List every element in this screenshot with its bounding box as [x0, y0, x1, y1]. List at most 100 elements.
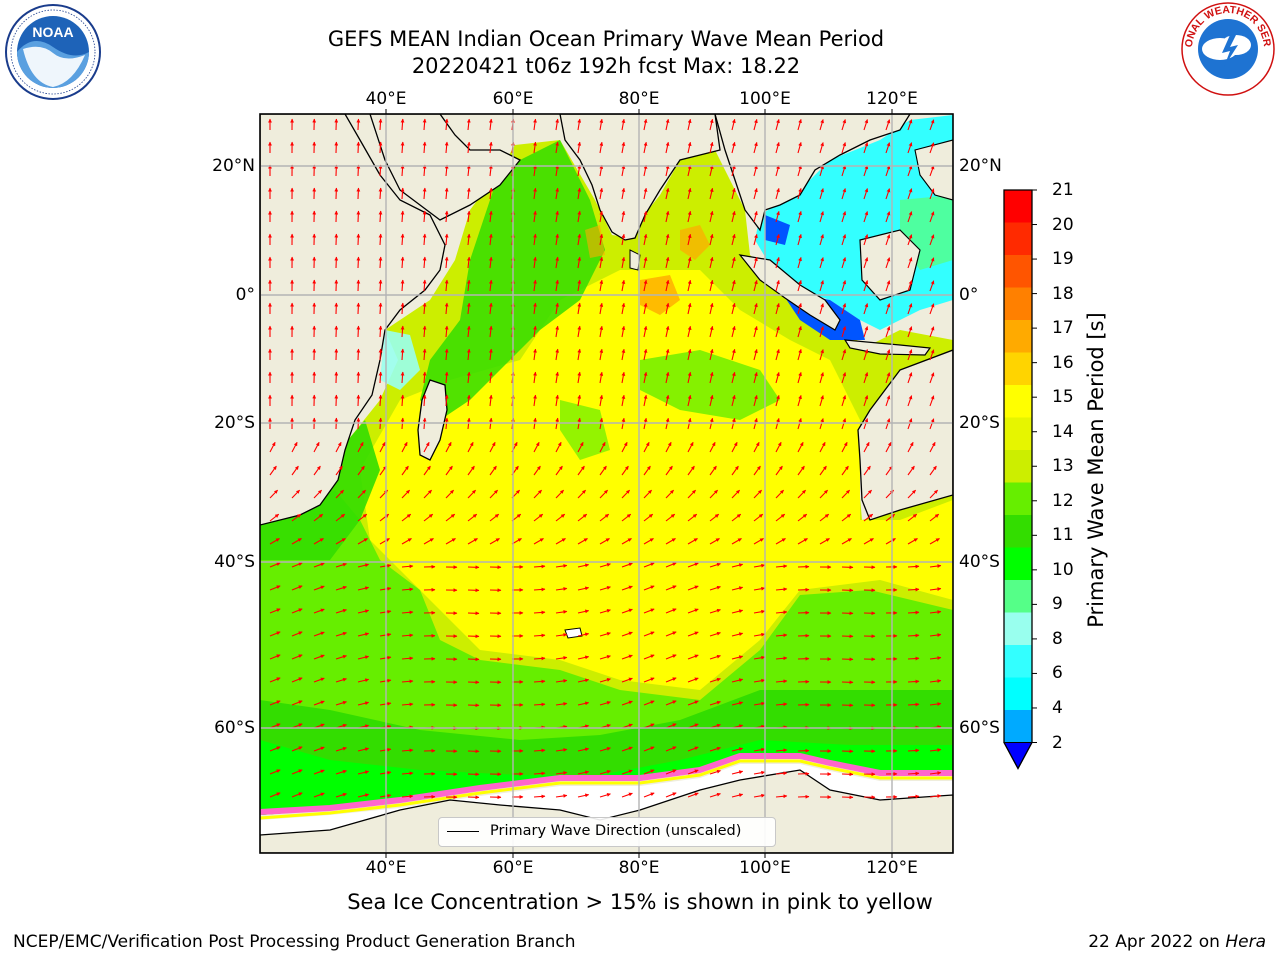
wave-arrow — [444, 325, 449, 338]
wave-arrow — [797, 280, 802, 292]
wave-arrow — [753, 372, 758, 384]
wave-arrow — [687, 631, 699, 637]
wave-arrow — [665, 792, 677, 798]
wave-arrow — [269, 746, 281, 752]
wave-arrow — [401, 679, 414, 684]
footer-credit: NCEP/EMC/Verification Post Processing Pr… — [13, 932, 576, 952]
wave-arrow — [929, 748, 942, 752]
wave-arrow — [488, 141, 493, 154]
wave-arrow — [731, 793, 744, 798]
wave-arrow — [731, 563, 744, 568]
wave-arrow — [643, 489, 652, 499]
wave-arrow — [445, 538, 456, 545]
wave-arrow — [731, 701, 744, 706]
lon-tick-bottom-2: 60°E — [492, 858, 534, 878]
wave-arrow — [533, 513, 544, 522]
wave-arrow — [621, 325, 626, 338]
wave-arrow — [291, 654, 303, 660]
wave-arrow — [665, 513, 676, 522]
wave-arrow — [269, 792, 281, 798]
wave-arrow — [423, 441, 430, 453]
wave-arrow — [665, 489, 674, 499]
wave-arrow — [753, 349, 758, 361]
wave-arrow — [687, 441, 694, 453]
wave-arrow — [466, 233, 471, 246]
wave-arrow — [797, 395, 802, 407]
colorbar-extend-arrow — [1003, 742, 1033, 770]
colorbar-band — [1004, 515, 1032, 548]
wave-arrow — [907, 280, 913, 292]
wave-arrow — [797, 513, 808, 522]
wave-arrow — [731, 233, 736, 246]
wave-arrow — [665, 302, 670, 315]
wave-arrow — [555, 371, 560, 384]
wave-arrow — [885, 418, 891, 430]
wave-arrow — [379, 441, 386, 453]
wave-arrow — [401, 538, 412, 545]
wave-arrow — [621, 746, 633, 752]
wave-arrow — [687, 608, 699, 614]
wave-arrow — [643, 394, 648, 407]
wave-arrow — [753, 747, 766, 752]
wave-arrow — [907, 349, 913, 361]
wave-arrow — [378, 348, 383, 361]
wave-arrow — [378, 302, 383, 315]
lon-tick-top-3: 80°E — [618, 89, 660, 109]
wave-arrow — [488, 394, 493, 407]
wave-arrow — [643, 746, 655, 752]
wave-arrow — [709, 538, 720, 545]
wave-arrow — [466, 325, 471, 338]
wave-arrow — [643, 538, 654, 545]
wave-arrow — [335, 746, 347, 752]
wave-arrow — [907, 142, 913, 154]
wave-arrow — [555, 655, 568, 660]
wave-arrow — [709, 746, 721, 752]
wave-arrow — [577, 465, 585, 476]
wave-arrow — [929, 349, 935, 361]
wave-arrow — [687, 371, 692, 384]
colorbar-tick-label: 16 — [1052, 352, 1074, 373]
wave-arrow — [313, 631, 325, 637]
wave-arrow — [335, 608, 347, 614]
wave-arrow — [709, 792, 721, 798]
wave-arrow — [599, 325, 604, 338]
wave-arrow — [313, 538, 324, 545]
wave-arrow — [422, 348, 427, 361]
wave-arrow — [379, 538, 390, 545]
wave-arrow — [643, 279, 648, 292]
wave-arrow — [356, 118, 361, 131]
wave-arrow — [863, 326, 869, 338]
wave-arrow — [907, 119, 913, 131]
wave-arrow — [775, 119, 780, 131]
wave-arrow — [863, 188, 869, 200]
wave-arrow — [555, 609, 568, 614]
wave-arrow — [555, 210, 560, 223]
wave-arrow — [863, 395, 869, 407]
wave-arrow — [753, 441, 760, 453]
wave-arrow — [775, 465, 783, 476]
wave-arrow — [357, 563, 370, 568]
noaa-logo-text: NOAA — [32, 24, 73, 40]
lon-tick-top-2: 60°E — [492, 89, 534, 109]
wave-arrow — [643, 465, 651, 476]
wave-arrow — [599, 513, 610, 522]
wave-arrow — [335, 562, 347, 568]
wave-arrow — [423, 489, 432, 499]
wave-arrow — [401, 633, 414, 638]
wave-arrow — [665, 538, 676, 545]
wave-arrow — [291, 769, 303, 775]
wave-arrow — [533, 302, 537, 315]
wave-arrow — [687, 585, 699, 591]
wave-arrow — [907, 489, 916, 499]
wave-arrow — [841, 119, 847, 131]
wave-arrow — [863, 489, 872, 499]
wave-arrow — [687, 562, 699, 568]
wave-arrow — [907, 372, 913, 384]
wave-arrow — [797, 165, 802, 177]
wave-arrow — [863, 303, 869, 315]
wave-arrow — [313, 769, 325, 775]
wave-arrow — [775, 395, 780, 407]
wave-arrow — [643, 441, 650, 453]
wave-arrow — [709, 608, 721, 614]
antarctica-land — [260, 769, 953, 853]
